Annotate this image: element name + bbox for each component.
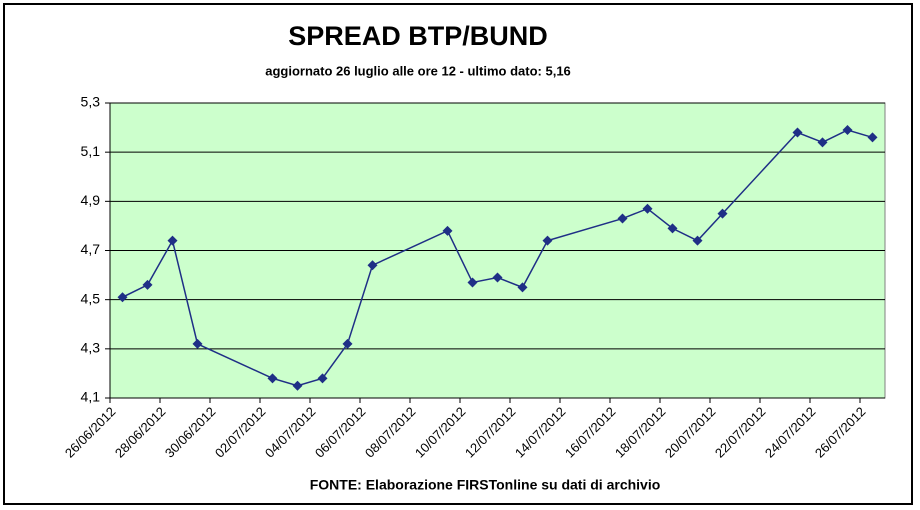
data-point: [467, 277, 478, 288]
y-tick-label: 4,5: [81, 290, 101, 306]
data-point: [792, 127, 803, 138]
data-point: [617, 213, 628, 224]
y-tick-label: 4,1: [81, 389, 101, 405]
data-point: [442, 225, 453, 236]
data-point: [267, 373, 278, 384]
y-tick-label: 5,3: [81, 94, 101, 110]
data-point: [342, 338, 353, 349]
chart-title: SPREAD BTP/BUND: [288, 21, 548, 51]
data-point: [642, 203, 653, 214]
data-point: [317, 373, 328, 384]
data-point: [867, 132, 878, 143]
data-point: [542, 235, 553, 246]
chart-source: FONTE: Elaborazione FIRSTonline su dati …: [310, 477, 661, 493]
data-point: [367, 260, 378, 271]
y-tick-label: 5,1: [81, 143, 101, 159]
data-point: [817, 137, 828, 148]
data-point: [517, 282, 528, 293]
data-point: [167, 235, 178, 246]
data-point: [692, 235, 703, 246]
y-tick-label: 4,9: [81, 192, 101, 208]
data-point: [292, 380, 303, 391]
data-point: [667, 223, 678, 234]
chart-subtitle: aggiornato 26 luglio alle ore 12 - ultim…: [265, 63, 571, 78]
y-tick-label: 4,3: [81, 340, 101, 356]
data-point: [842, 125, 853, 136]
data-point: [142, 279, 153, 290]
data-point: [492, 272, 503, 283]
y-tick-label: 4,7: [81, 241, 101, 257]
data-point: [192, 338, 203, 349]
data-point: [717, 208, 728, 219]
data-point: [117, 292, 128, 303]
